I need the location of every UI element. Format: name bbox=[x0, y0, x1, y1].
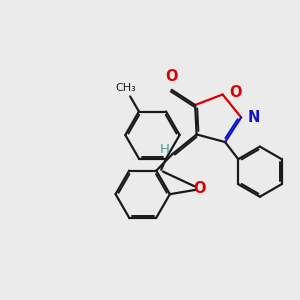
Text: O: O bbox=[166, 69, 178, 84]
Text: CH₃: CH₃ bbox=[115, 83, 136, 93]
Text: N: N bbox=[248, 110, 260, 125]
Text: O: O bbox=[193, 182, 206, 196]
Text: O: O bbox=[229, 85, 242, 100]
Text: H: H bbox=[160, 143, 170, 157]
